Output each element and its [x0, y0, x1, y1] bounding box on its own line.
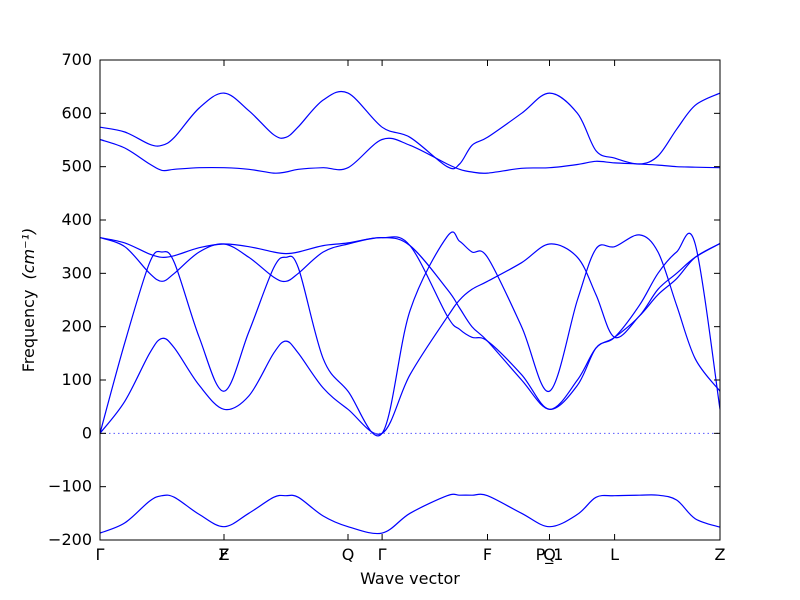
y-axis-label: Frequency (cm⁻¹)	[19, 228, 38, 372]
x-axis-label: Wave vector	[360, 569, 460, 588]
x-tick-label: Γ	[378, 545, 387, 564]
band-lines	[99, 90, 721, 535]
y-tick-label: 0	[82, 423, 92, 442]
y-tick-label: 200	[61, 317, 92, 336]
y-tick-label: 500	[61, 157, 92, 176]
y-tick-label: 600	[61, 103, 92, 122]
x-tick-label: Z	[219, 545, 230, 564]
y-tick-label: 100	[61, 370, 92, 389]
x-tick-label: Q	[342, 545, 355, 564]
x-tick-label: Z	[715, 545, 726, 564]
x-tick-label: L	[610, 545, 619, 564]
band-line-6	[99, 137, 721, 174]
band-line-1	[99, 493, 721, 535]
band-line-5	[99, 236, 721, 410]
band-line-3	[99, 231, 721, 437]
y-tick-label: 400	[61, 210, 92, 229]
y-tick-label: 700	[61, 50, 92, 69]
band-line-7	[99, 90, 721, 170]
band-line-2	[99, 242, 721, 435]
y-tick-label: 300	[61, 263, 92, 282]
x-tick-label: F	[219, 545, 228, 564]
y-axis-label-text: Frequency	[19, 290, 38, 373]
y-axis-label-unit: (cm⁻¹)	[19, 228, 38, 280]
y-tick-label: −100	[48, 477, 92, 496]
y-tick-label: −200	[48, 530, 92, 549]
plot-frame	[99, 59, 721, 541]
x-tick-label: F	[483, 545, 492, 564]
x-tick-label: Q	[543, 545, 556, 564]
band-line-4	[99, 232, 721, 410]
x-tick-label: P_1	[536, 545, 564, 565]
x-tick-label: Γ	[96, 545, 105, 564]
